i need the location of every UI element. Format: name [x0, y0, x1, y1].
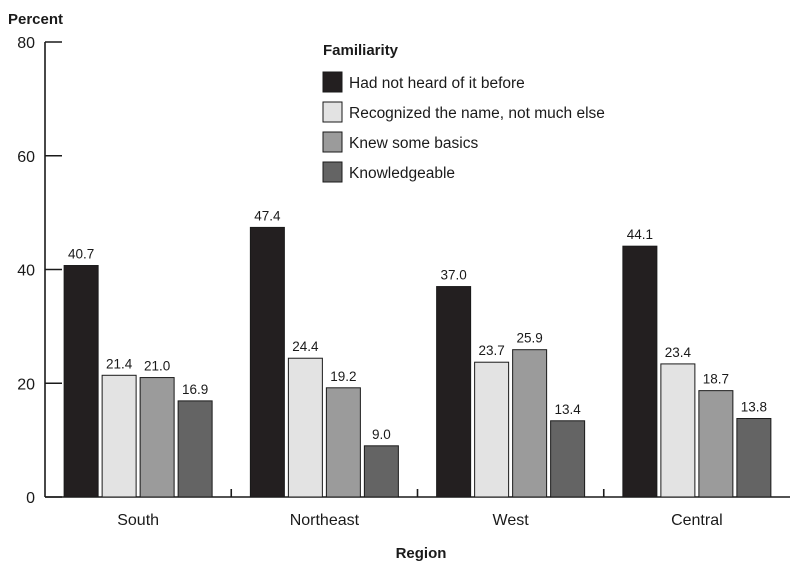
bar	[698, 390, 734, 498]
category-label: South	[117, 512, 159, 529]
category-label: West	[493, 512, 530, 529]
legend-swatch	[322, 131, 343, 153]
legend-swatch	[322, 71, 343, 93]
legend-swatch	[322, 101, 343, 123]
bar-value-label: 19.2	[330, 369, 356, 384]
legend: Familiarity Had not heard of it before Re…	[322, 42, 605, 183]
bar	[325, 387, 361, 498]
category-label: Northeast	[290, 512, 360, 529]
bar	[660, 363, 696, 498]
bar	[101, 374, 137, 498]
bar-value-label: 23.4	[665, 345, 692, 360]
bar	[63, 265, 99, 498]
legend-title: Familiarity	[323, 42, 399, 59]
bar	[363, 445, 399, 498]
bar-value-label: 37.0	[440, 268, 466, 283]
bar-value-label: 23.7	[478, 343, 504, 358]
y-tick-label: 20	[17, 376, 35, 393]
bars: 40.7 21.4 21.0 16.9 47.4 24.4 19.2 9.0 37.0 23.7 2…	[63, 208, 772, 498]
x-axis-title: Region	[396, 545, 447, 562]
bar-value-label: 44.1	[627, 227, 653, 242]
bar-value-label: 13.4	[554, 402, 581, 417]
bar	[550, 420, 586, 498]
bar	[474, 361, 510, 498]
bar-value-label: 21.4	[106, 356, 133, 371]
legend-label: Had not heard of it before	[349, 75, 525, 92]
legend-label: Knew some basics	[349, 135, 478, 152]
y-tick-label: 80	[17, 35, 35, 52]
legend-label: Recognized the name, not much else	[349, 105, 605, 122]
bar-value-label: 9.0	[372, 427, 391, 442]
bar-value-label: 40.7	[68, 247, 94, 262]
bar-value-label: 18.7	[703, 372, 729, 387]
bar-value-label: 21.0	[144, 359, 170, 374]
y-tick-label: 40	[17, 263, 35, 280]
bar	[736, 418, 772, 498]
bar	[436, 286, 472, 498]
bar-value-label: 13.8	[741, 400, 767, 415]
bar-value-label: 16.9	[182, 382, 208, 397]
bar	[622, 245, 658, 498]
bar-value-label: 25.9	[516, 331, 542, 346]
legend-label: Knowledgeable	[349, 165, 455, 182]
legend-swatch	[322, 161, 343, 183]
y-tick-label: 0	[26, 490, 35, 507]
bar	[139, 377, 175, 498]
bar	[287, 357, 323, 498]
bar	[512, 349, 548, 498]
category-label: Central	[671, 512, 723, 529]
y-tick-label: 60	[17, 149, 35, 166]
bar	[177, 400, 213, 498]
bar-value-label: 47.4	[254, 208, 281, 223]
bar-value-label: 24.4	[292, 339, 319, 354]
bar	[249, 226, 285, 498]
y-axis-title: Percent	[8, 11, 63, 28]
